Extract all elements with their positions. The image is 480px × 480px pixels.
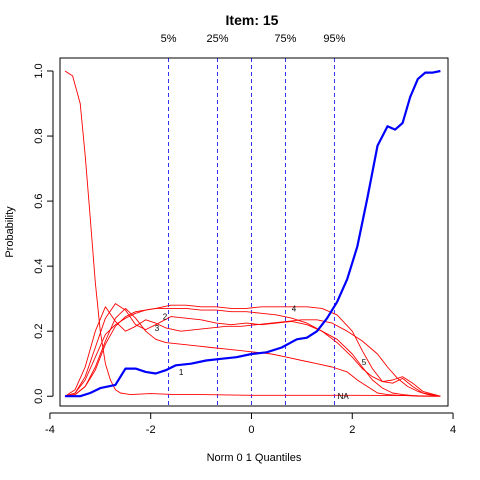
y-axis-title: Probability (4, 206, 16, 258)
curve-label: NA (338, 392, 350, 401)
chart-title: Item: 15 (226, 12, 279, 28)
x-tick-label: -4 (45, 424, 55, 436)
y-tick-label: 1.0 (33, 63, 45, 78)
curve-label: 2 (163, 313, 168, 322)
x-tick-label: 0 (248, 424, 254, 436)
quantile-label: 5% (161, 33, 177, 45)
y-tick-label: 0.6 (33, 193, 45, 208)
curve-label: 1 (179, 368, 184, 377)
x-tick-label: 4 (450, 424, 456, 436)
x-axis: -4 -2 0 2 4 (45, 412, 456, 436)
y-tick-label: 0.0 (33, 389, 45, 404)
expected-score-curve (65, 69, 441, 398)
x-tick-label: -2 (146, 424, 156, 436)
y-tick-label: 0.4 (33, 259, 45, 274)
plot-frame (59, 57, 449, 407)
y-axis: 0.0 0.2 0.4 0.6 0.8 1.0 (33, 63, 54, 404)
curve-label: 4 (292, 304, 297, 313)
y-tick-label: 0.2 (33, 324, 45, 339)
category-curve (64, 307, 441, 397)
quantile-label: 75% (274, 33, 296, 45)
curve-label: 5 (362, 358, 367, 367)
category-curve (64, 303, 441, 397)
x-axis-title: Norm 0 1 Quantiles (207, 452, 302, 464)
x-tick-label: 2 (349, 424, 355, 436)
y-tick-label: 0.8 (33, 128, 45, 143)
category-curve (64, 306, 441, 397)
category-curve (64, 70, 441, 397)
quantile-label: 25% (207, 33, 229, 45)
quantile-label: 95% (323, 33, 345, 45)
curve-label: 3 (155, 324, 160, 333)
category-curve (64, 307, 441, 397)
